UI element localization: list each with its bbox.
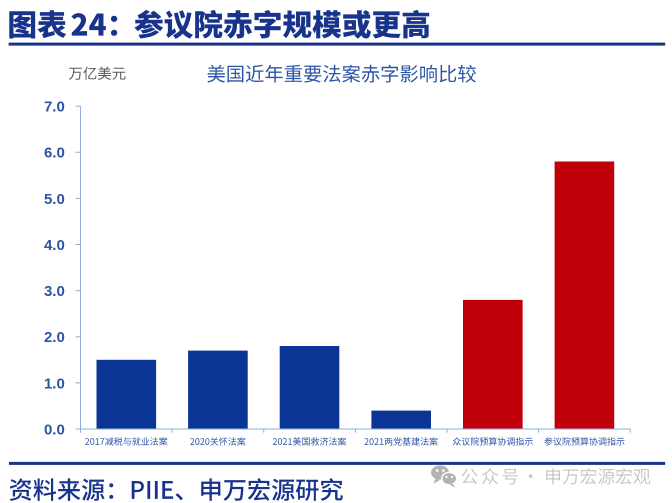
svg-text:3.0: 3.0 — [44, 283, 65, 300]
svg-text:6.0: 6.0 — [44, 145, 65, 162]
svg-text:0.0: 0.0 — [44, 421, 65, 438]
svg-text:4.0: 4.0 — [44, 237, 65, 254]
svg-text:5.0: 5.0 — [44, 191, 65, 208]
svg-text:2.0: 2.0 — [44, 329, 65, 346]
svg-text:7.0: 7.0 — [44, 99, 65, 116]
svg-text:1.0: 1.0 — [44, 375, 65, 392]
